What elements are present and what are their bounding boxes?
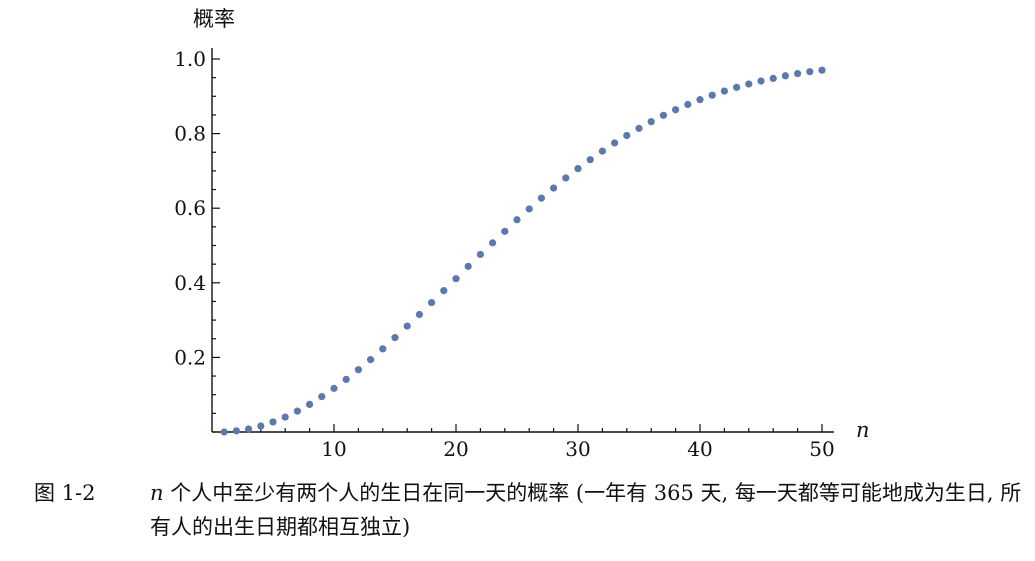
caption-description: 个人中至少有两个人的生日在同一天的概率 (一年有 365 天, 每一天都等可能地…: [150, 481, 1022, 539]
data-point: [574, 165, 582, 173]
data-point: [806, 68, 814, 76]
x-axis-title: n: [856, 418, 870, 442]
data-point: [525, 205, 533, 213]
data-point: [635, 124, 643, 132]
data-point: [367, 356, 375, 364]
data-point: [562, 174, 570, 182]
tick-labels: 10 20 30 40 50 0.2 0.4 0.6 0.8 1.0: [174, 47, 835, 460]
caption-label: 图 1-2: [34, 481, 96, 505]
probability-chart: 10 20 30 40 50 0.2 0.4 0.6 0.8 1.0 概率 n: [174, 7, 870, 460]
x-tick-label: 40: [687, 437, 712, 460]
data-point: [745, 80, 753, 88]
data-point: [720, 87, 729, 95]
data-point: [501, 227, 509, 235]
data-point: [403, 322, 411, 330]
data-point: [415, 310, 423, 319]
data-points: [220, 66, 826, 436]
data-point: [464, 262, 472, 270]
data-point: [452, 275, 460, 283]
data-point: [513, 216, 521, 224]
y-tick-label: 0.8: [174, 122, 206, 146]
y-axis-title: 概率: [193, 7, 235, 31]
data-point: [220, 428, 228, 436]
data-point: [232, 427, 240, 435]
data-point: [696, 96, 704, 104]
axes: [211, 48, 834, 433]
ticks: [212, 58, 823, 432]
data-point: [769, 74, 777, 82]
data-point: [318, 392, 326, 401]
x-tick-label: 50: [809, 437, 834, 460]
data-point: [330, 384, 338, 392]
data-point: [684, 100, 692, 109]
data-point: [306, 400, 314, 408]
data-point: [537, 194, 546, 202]
data-point: [245, 425, 253, 433]
data-point: [647, 118, 655, 126]
data-point: [781, 72, 790, 80]
data-point: [281, 413, 289, 421]
data-point: [757, 77, 765, 85]
x-tick-label: 10: [321, 437, 346, 460]
data-point: [391, 334, 399, 342]
data-point: [342, 375, 350, 384]
y-tick-label: 0.6: [174, 196, 206, 220]
data-point: [708, 91, 716, 99]
data-point: [818, 66, 826, 74]
data-point: [257, 422, 265, 430]
y-tick-label: 0.2: [174, 345, 206, 369]
data-point: [794, 69, 802, 78]
data-point: [611, 139, 619, 147]
data-point: [733, 83, 741, 91]
data-point: [428, 298, 436, 307]
y-tick-label: 0.4: [174, 271, 206, 295]
y-tick-label: 1.0: [174, 47, 206, 71]
data-point: [379, 345, 387, 353]
data-point: [672, 106, 680, 114]
data-point: [598, 147, 607, 155]
data-point: [293, 407, 301, 415]
data-point: [489, 239, 497, 247]
data-point: [623, 131, 631, 140]
data-point: [354, 366, 362, 374]
caption-variable: n: [150, 481, 164, 505]
caption-body: n 个人中至少有两个人的生日在同一天的概率 (一年有 365 天, 每一天都等可…: [150, 476, 1025, 544]
data-point: [440, 287, 448, 295]
data-point: [586, 156, 594, 164]
data-point: [659, 111, 668, 119]
x-tick-label: 20: [443, 437, 468, 460]
x-tick-label: 30: [565, 437, 590, 460]
data-point: [550, 184, 558, 192]
data-point: [476, 250, 484, 259]
data-point: [269, 418, 277, 426]
